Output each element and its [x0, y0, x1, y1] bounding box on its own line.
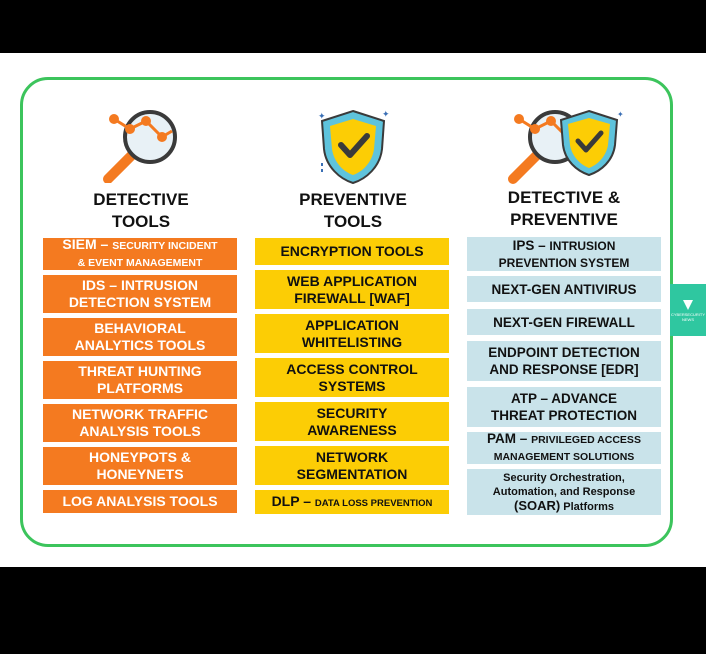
- side-tab-label: CYBERSECURITY NEWS: [670, 312, 705, 322]
- list-item-app-whitelisting: APPLICATION WHITELISTING: [255, 314, 449, 353]
- list-item-waf: WEB APPLICATION FIREWALL [WAF]: [255, 270, 449, 309]
- list-item-log-analysis: LOG ANALYSIS TOOLS: [43, 490, 237, 513]
- list-item-edr: ENDPOINT DETECTION AND RESPONSE [EDR]: [467, 341, 661, 381]
- list-item-atp: ATP – ADVANCE THREAT PROTECTION: [467, 387, 661, 427]
- list-item-threat-hunting: THREAT HUNTING PLATFORMS: [43, 361, 237, 399]
- brand-logo-icon: [683, 300, 693, 310]
- list-item-ids: IDS – INTRUSION DETECTION SYSTEM: [43, 275, 237, 313]
- svg-text:✦: ✦: [318, 111, 326, 121]
- list-item-siem: SIEM – SECURITY INCIDENT & EVENT MANAGEM…: [43, 236, 237, 270]
- list-item-security-awareness: SECURITY AWARENESS: [255, 402, 449, 441]
- list-item-honeypots: HONEYPOTS & HONEYNETS: [43, 447, 237, 485]
- magnifier-shield-icon: ✦: [508, 109, 624, 184]
- list-item-network-segmentation: NETWORK SEGMENTATION: [255, 446, 449, 485]
- side-brand-tab[interactable]: CYBERSECURITY NEWS: [670, 284, 706, 336]
- list-item-dlp: DLP – DATA LOSS PREVENTION: [255, 490, 449, 514]
- list-item-soar: Security Orchestration, Automation, and …: [467, 469, 661, 515]
- infographic-canvas: ✦ ✦ ✦ DETECTIVE TOOLS PREVENTIVE TOOLS DET…: [0, 53, 706, 567]
- list-item-encryption: ENCRYPTION TOOLS: [255, 238, 449, 265]
- magnifier-chart-icon: [103, 110, 177, 183]
- shield-check-icon: ✦ ✦: [318, 109, 390, 185]
- list-item-pam: PAM – PRIVILEGED ACCESS MANAGEMENT SOLUT…: [467, 431, 661, 464]
- list-item-behavioral-analytics: BEHAVIORAL ANALYTICS TOOLS: [43, 318, 237, 356]
- svg-text:✦: ✦: [382, 109, 390, 119]
- list-item-nextgen-antivirus: NEXT-GEN ANTIVIRUS: [467, 276, 661, 302]
- list-item-ips: IPS – INTRUSION PREVENTION SYSTEM: [467, 237, 661, 271]
- list-item-network-traffic: NETWORK TRAFFIC ANALYSIS TOOLS: [43, 404, 237, 442]
- svg-text:✦: ✦: [617, 110, 624, 119]
- list-item-nextgen-firewall: NEXT-GEN FIREWALL: [467, 309, 661, 335]
- detective-tools-title: DETECTIVE TOOLS: [93, 190, 189, 231]
- detective-preventive-title: DETECTIVE & PREVENTIVE: [507, 188, 621, 229]
- list-item-access-control: ACCESS CONTROL SYSTEMS: [255, 358, 449, 397]
- preventive-tools-title: PREVENTIVE TOOLS: [299, 190, 407, 231]
